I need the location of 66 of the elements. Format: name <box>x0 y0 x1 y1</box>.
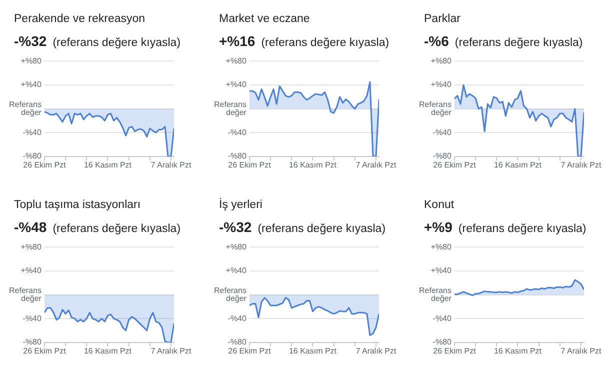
chart-subtitle: -%32 <box>219 219 252 235</box>
y-tick-label: -%40 <box>22 128 42 137</box>
x-tick-label: 26 Ekim Pzt <box>433 346 477 356</box>
y-tick-label: Referans değer <box>418 100 452 118</box>
x-tick-label: 16 Kasım Pzt <box>288 160 338 170</box>
y-tick-label: -%40 <box>228 314 247 323</box>
x-tick-label: 16 Kasım Pzt <box>288 346 338 356</box>
y-tick-label: Referans değer <box>214 100 247 118</box>
y-tick-label: Referans değer <box>8 100 42 118</box>
y-tick-label: +%80 <box>20 242 42 252</box>
y-tick-label: +%40 <box>226 266 248 276</box>
chart-title: Konut <box>424 198 456 213</box>
chart-title: Parklar <box>424 12 462 27</box>
x-tick-label: 26 Ekim Pzt <box>23 160 67 170</box>
y-tick-label: +%80 <box>226 242 248 252</box>
y-tick-label: +%40 <box>430 266 452 276</box>
x-tick-label: 26 Ekim Pzt <box>433 160 477 170</box>
y-tick-label: -%40 <box>22 314 42 323</box>
x-tick-label: 7 Aralık Pzt <box>560 346 602 356</box>
x-tick-label: 7 Aralık Pzt <box>560 160 602 170</box>
chart-title: Perakende ve rekreasyon <box>14 12 146 27</box>
chart-subtitle: +%9 <box>424 219 452 235</box>
x-tick-label: 26 Ekim Pzt <box>228 346 272 356</box>
y-tick-label: -%40 <box>228 128 247 137</box>
y-tick-label: -%40 <box>432 128 452 137</box>
text: (referans değere kıyasla) <box>52 223 181 235</box>
y-tick-label: -%80 <box>432 338 452 347</box>
y-tick-label: -%80 <box>228 338 247 347</box>
y-tick-label: +%40 <box>430 80 452 90</box>
x-tick-label: 16 Kasım Pzt <box>494 160 542 170</box>
text: (referans değere kıyasla) <box>52 37 181 49</box>
y-tick-label: +%80 <box>226 56 248 66</box>
x-tick-label: 16 Kasım Pzt <box>84 160 132 170</box>
chart-title: Market ve eczane <box>219 12 311 27</box>
chart-subtitle: +%16 <box>219 33 256 49</box>
chart-title: Toplu taşıma istasyonları <box>14 198 142 213</box>
text: (referans değere kıyasla) <box>261 37 390 49</box>
chart-subtitle: -%6 <box>424 33 449 49</box>
x-tick-label: 26 Ekim Pzt <box>228 160 272 170</box>
x-tick-label: 7 Aralık Pzt <box>150 346 192 356</box>
chart-subtitle: -%48 <box>14 219 47 235</box>
y-tick-label: +%80 <box>430 56 452 66</box>
x-tick-label: 7 Aralık Pzt <box>150 160 192 170</box>
y-tick-label: -%80 <box>22 152 42 161</box>
y-tick-label: Referans değer <box>8 286 42 304</box>
y-tick-label: +%40 <box>226 80 248 90</box>
y-tick-label: +%80 <box>430 242 452 252</box>
x-tick-label: 26 Ekim Pzt <box>23 346 67 356</box>
y-tick-label: Referans değer <box>418 286 452 304</box>
chart-subtitle: -%32 <box>14 33 47 49</box>
text: (referans değere kıyasla) <box>454 37 583 49</box>
text: (referans değere kıyasla) <box>258 223 386 235</box>
x-tick-label: 16 Kasım Pzt <box>84 346 132 356</box>
y-tick-label: +%40 <box>20 266 42 276</box>
x-tick-label: 7 Aralık Pzt <box>356 160 397 170</box>
y-tick-label: -%40 <box>432 314 452 323</box>
x-tick-label: 16 Kasım Pzt <box>494 346 542 356</box>
x-tick-label: 7 Aralık Pzt <box>356 346 397 356</box>
y-tick-label: -%80 <box>228 152 247 161</box>
text: (referans değere kıyasla) <box>458 223 586 235</box>
y-tick-label: -%80 <box>432 152 452 161</box>
chart-title: İş yerleri <box>219 197 264 213</box>
y-tick-label: +%40 <box>20 80 42 90</box>
y-tick-label: -%80 <box>22 338 42 347</box>
y-tick-label: Referans değer <box>214 286 247 304</box>
y-tick-label: +%80 <box>20 56 42 66</box>
